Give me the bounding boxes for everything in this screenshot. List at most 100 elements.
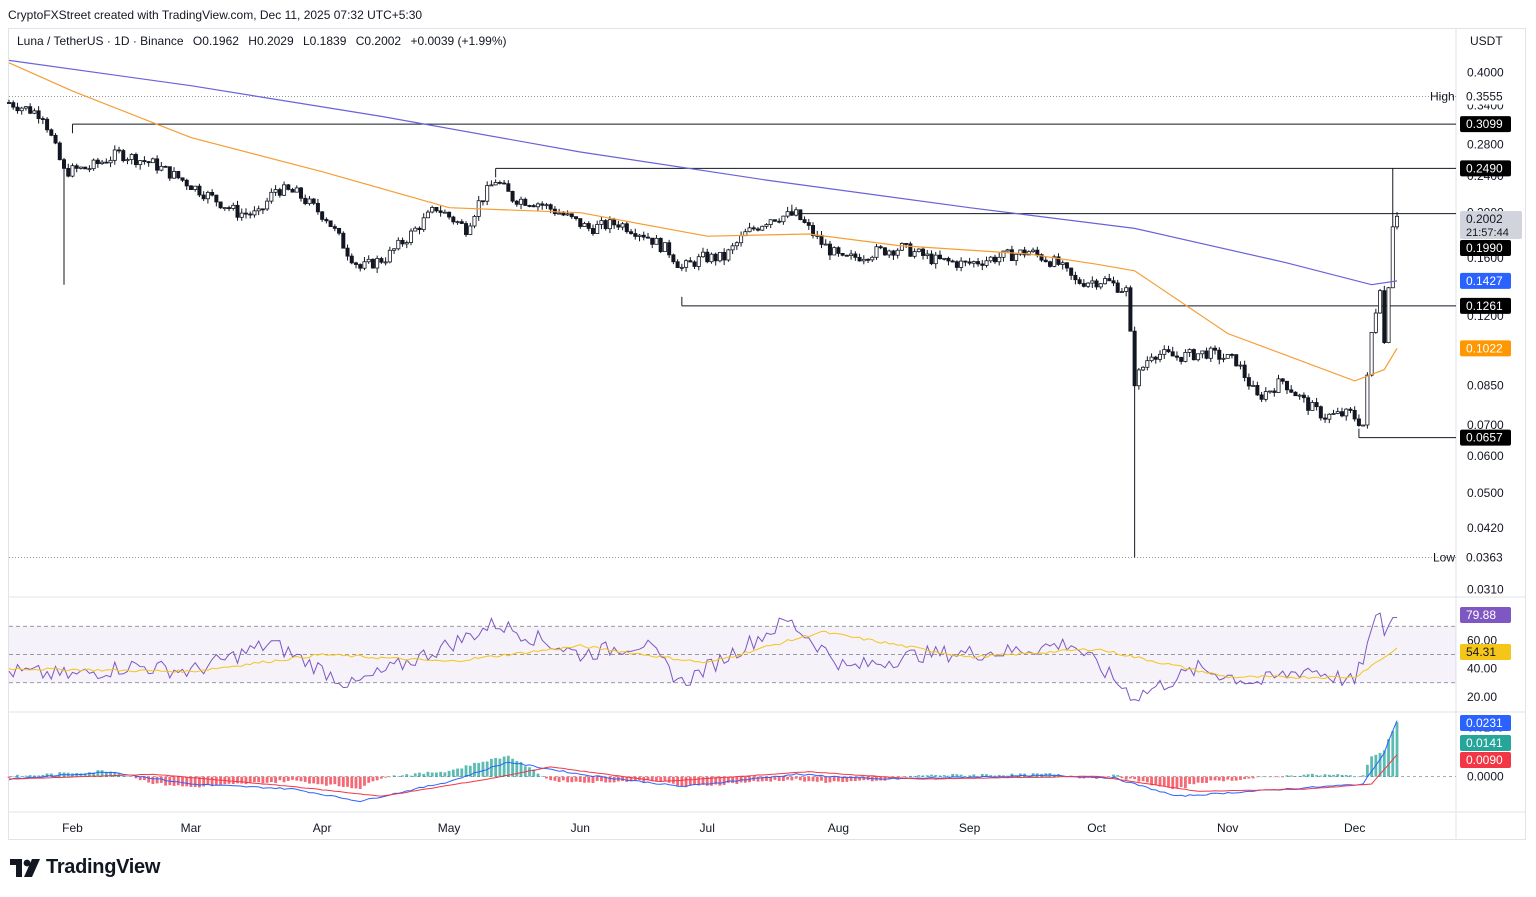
- macd-histogram-bar: [1395, 722, 1399, 777]
- macd-histogram-bar: [515, 760, 519, 777]
- candle-body: [544, 204, 549, 207]
- macd-histogram-bar: [1361, 775, 1365, 777]
- macd-histogram-bar: [1327, 774, 1331, 777]
- candle-body: [1014, 253, 1019, 262]
- candle-body: [1272, 390, 1277, 393]
- macd-histogram-bar: [735, 776, 739, 784]
- macd-histogram-bar: [1192, 776, 1196, 785]
- candle-body: [311, 198, 316, 204]
- macd-histogram-bar: [396, 776, 400, 777]
- macd-histogram-bar: [265, 776, 269, 783]
- macd-histogram-bar: [951, 773, 955, 777]
- candle-body: [1373, 312, 1378, 333]
- macd-histogram-bar: [231, 776, 235, 784]
- macd-histogram-bar: [1272, 776, 1276, 778]
- candle-body: [485, 185, 490, 202]
- macd-histogram-bar: [1349, 775, 1352, 777]
- candle-body: [988, 256, 993, 262]
- candle-body: [844, 254, 849, 257]
- candle-body: [1115, 282, 1120, 293]
- rsi-axis-tick: 40.00: [1467, 662, 1497, 676]
- macd-histogram-bar: [333, 776, 337, 785]
- macd-histogram-bar: [502, 756, 506, 777]
- macd-histogram-bar: [1344, 774, 1348, 777]
- macd-histogram-bar: [1217, 776, 1221, 781]
- candle-body: [1297, 394, 1302, 397]
- candle-body: [472, 216, 477, 227]
- macd-histogram-bar: [151, 776, 155, 785]
- candle-body: [832, 247, 837, 256]
- candle-body: [425, 211, 430, 219]
- candle-body: [1035, 249, 1040, 256]
- macd-histogram-bar: [904, 776, 908, 778]
- candle-body: [709, 253, 714, 263]
- candle-body: [40, 118, 45, 120]
- macd-histogram-bar: [337, 776, 341, 787]
- macd-histogram-bar: [1209, 776, 1213, 781]
- candle-body: [1229, 354, 1234, 356]
- candle-body: [464, 223, 469, 235]
- macd-histogram-bar: [447, 770, 451, 777]
- macd-histogram-bar: [769, 776, 773, 782]
- candle-body: [176, 170, 181, 179]
- macd-histogram-bar: [24, 775, 28, 777]
- macd-histogram-bar: [460, 768, 464, 777]
- macd-histogram-bar: [104, 771, 108, 777]
- candle-body: [396, 239, 401, 250]
- candle-body: [260, 208, 265, 211]
- macd-histogram-bar: [773, 776, 777, 780]
- low-label: Low: [1433, 550, 1455, 564]
- candle-body: [1238, 364, 1243, 367]
- candle-body: [370, 258, 375, 269]
- candle-body: [379, 258, 384, 263]
- candle-body: [777, 220, 782, 223]
- macd-histogram-bar: [798, 776, 802, 781]
- candle-body: [751, 227, 756, 230]
- candle-body: [904, 243, 909, 245]
- price-axis-tick: 0.4000: [1467, 66, 1504, 80]
- candle-body: [366, 258, 371, 263]
- macd-histogram-bar: [989, 775, 993, 777]
- candle-body: [1289, 389, 1294, 393]
- macd-histogram-bar: [650, 776, 654, 781]
- candle-body: [489, 184, 494, 187]
- macd-histogram-bar: [1222, 776, 1225, 782]
- candle-body: [231, 204, 236, 209]
- candle-body: [138, 160, 143, 166]
- candle-body: [519, 198, 524, 205]
- candle-body: [117, 149, 122, 152]
- candle-body: [730, 245, 735, 251]
- candle-body: [133, 154, 138, 166]
- price-axis-tick: 0.2800: [1467, 138, 1504, 152]
- macd-histogram-bar: [202, 776, 206, 787]
- signal-value-tag-bg: [1460, 752, 1511, 768]
- macd-histogram-bar: [435, 772, 438, 777]
- candle-body: [531, 205, 536, 208]
- candle-body: [624, 223, 629, 233]
- macd-histogram-bar: [519, 762, 523, 777]
- candle-body: [1339, 411, 1344, 417]
- candle-body: [1145, 360, 1150, 368]
- candle-body: [734, 242, 739, 247]
- macd-histogram-bar: [409, 775, 413, 777]
- x-axis-tick: Apr: [313, 821, 332, 835]
- candle-body: [1119, 291, 1124, 293]
- candle-body: [324, 218, 329, 222]
- macd-histogram-bar: [248, 776, 252, 783]
- macd-histogram-bar: [392, 775, 396, 777]
- candle-body: [692, 261, 697, 267]
- candle-body: [269, 191, 274, 202]
- candle-body: [853, 253, 858, 258]
- tradingview-logo[interactable]: TradingView: [10, 856, 160, 879]
- macd-histogram-bar: [1378, 752, 1382, 777]
- macd-histogram-bar: [942, 775, 946, 777]
- macd-histogram-bar: [1167, 776, 1170, 788]
- macd-histogram-bar: [1370, 756, 1374, 777]
- candle-body: [1382, 290, 1387, 343]
- candle-body: [341, 232, 346, 249]
- macd-histogram-bar: [7, 776, 11, 778]
- macd-histogram-bar: [219, 776, 222, 785]
- macd-histogram-bar: [358, 776, 362, 790]
- macd-histogram-bar: [506, 755, 510, 777]
